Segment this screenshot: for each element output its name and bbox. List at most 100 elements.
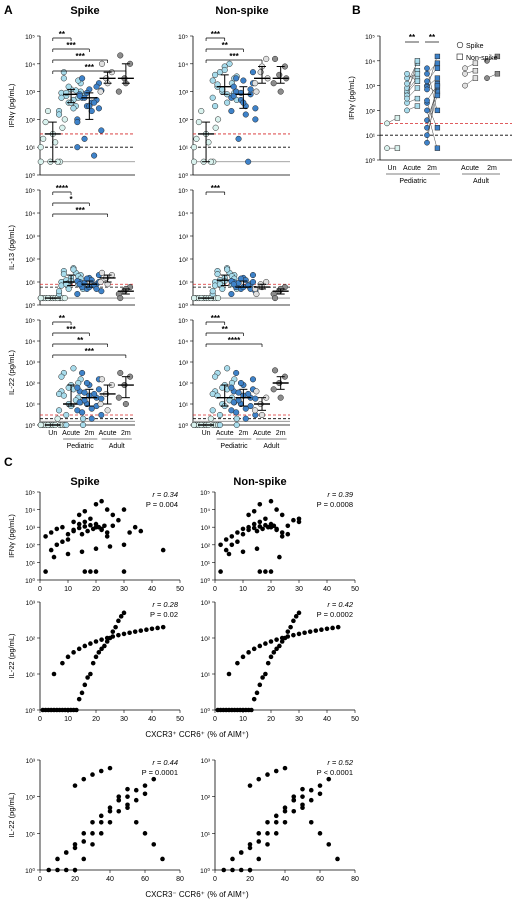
stat-p: P < 0.0001 [317,768,353,777]
nonspike-point [434,75,441,81]
data-point [209,407,216,414]
data-point [81,135,88,142]
data-point [274,637,279,642]
x-tick-label: 60 [316,876,324,883]
stat-p: P = 0.0001 [142,768,178,777]
data-point [99,498,104,504]
group-label: Acute [461,165,479,172]
data-point [107,765,113,771]
stat-r: r = 0.28 [152,600,178,609]
data-point [96,650,102,655]
data-point [151,776,157,782]
stat-r: r = 0.52 [327,758,353,767]
y-tick-label: 10¹ [26,145,36,152]
y-tick-label: 10⁴ [200,508,210,515]
nonspike-point [414,103,421,109]
data-point [115,88,122,95]
data-point [195,119,202,126]
data-point [56,407,63,414]
data-point [72,783,78,788]
data-point [71,527,76,533]
data-point [258,411,266,419]
legend-square-marker [456,53,463,60]
nonspike-point [434,125,441,131]
y-axis-title: IFNγ (pg/mL) [347,76,356,120]
data-point [70,266,77,273]
data-point [81,831,87,836]
data-point [98,819,104,825]
data-point [98,376,106,383]
data-point [116,808,122,814]
y-tick-label: 10⁰ [25,302,35,310]
y-tick-label: 10⁵ [178,34,188,41]
group-label: Acute [403,165,421,172]
data-point [265,819,270,825]
data-point [81,776,87,782]
data-point [121,610,127,616]
data-point [107,544,113,549]
pair-line [426,110,438,149]
data-point [247,402,254,410]
y-tick-label: 10⁵ [365,34,375,41]
data-point [268,654,274,660]
data-point [191,144,198,151]
data-point [257,643,263,649]
data-point [247,845,253,851]
data-point [79,369,86,377]
chart-A-nonspike-il13: 10⁰ 10¹ 10² 10³ 10⁴ 10⁵ *** [178,184,290,310]
y-tick-label: 10² [26,257,36,264]
data-point [256,839,262,844]
data-point [291,618,296,624]
x-tick-label: 10 [64,716,72,723]
data-point [93,546,99,552]
data-point [74,119,81,126]
data-point [256,856,262,862]
data-point [65,654,71,660]
data-point [263,641,268,646]
data-point [270,80,277,87]
group-label: Acute [216,430,234,437]
x-tick-label: 20 [71,876,79,883]
data-point [317,791,323,797]
chart-C-nonspike-ifng: 10⁰ 10¹ 10² 10³ 10⁴ 10⁵ 0 10 20 30 40 50 r = 0.39P =… [200,490,359,593]
sig-label: *** [229,52,239,61]
y-tick-label: 10¹ [201,560,211,567]
data-point [277,643,282,649]
data-point [272,295,279,302]
data-point [257,569,263,574]
data-point [235,539,240,545]
data-point [300,805,305,811]
data-point [228,107,235,115]
data-point [268,569,274,574]
y-tick-label: 10³ [179,360,189,367]
data-point [43,569,48,574]
data-point [93,521,99,527]
data-point [307,629,313,634]
data-point [251,80,259,87]
y-tick-label: 10² [26,636,36,643]
data-point [300,794,305,799]
data-point [279,639,285,644]
data-point [81,856,87,862]
data-point [82,682,88,688]
data-point [55,867,60,873]
y-tick-label: 10⁴ [178,62,188,69]
data-point [252,395,259,402]
data-point [288,624,293,630]
data-point [60,660,65,666]
data-point [160,547,166,553]
data-point [263,671,268,677]
data-point [60,392,67,399]
data-point [279,635,285,641]
nonspike-point [394,145,401,151]
nonspike-point [472,60,479,66]
y-tick-label: 10⁵ [178,318,188,325]
nonspike-point [472,68,479,74]
data-point [254,546,260,552]
y-tick-label: 10² [201,795,211,802]
data-point [223,547,229,553]
nonspike-point [494,53,501,60]
data-point [274,507,279,512]
data-point [81,839,87,844]
